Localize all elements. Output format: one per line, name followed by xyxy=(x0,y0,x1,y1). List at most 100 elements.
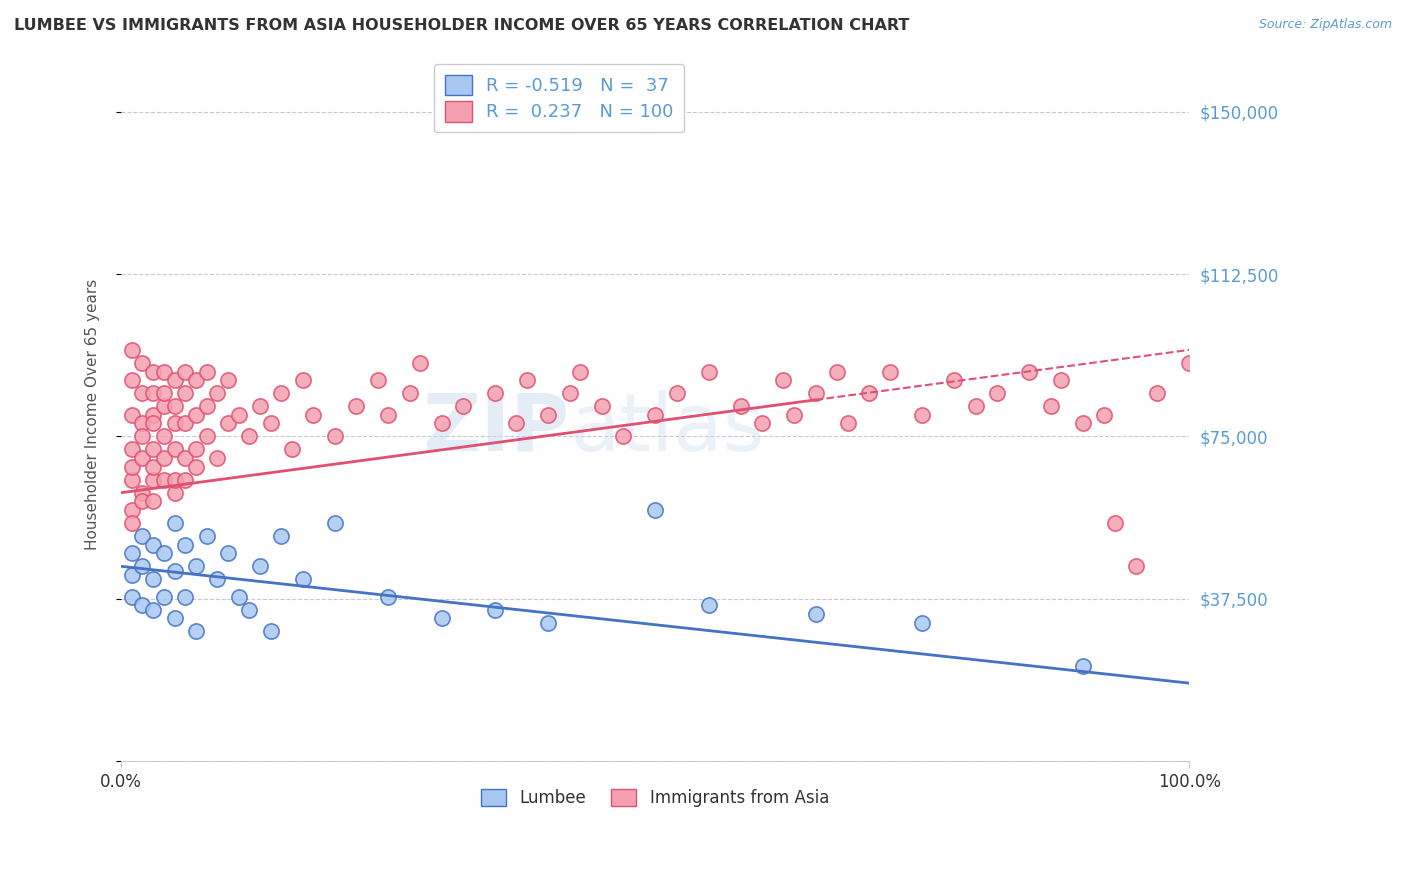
Text: atlas: atlas xyxy=(569,390,765,467)
Point xyxy=(153,546,176,560)
Point xyxy=(249,399,271,413)
Point xyxy=(163,373,186,387)
Point xyxy=(825,364,848,378)
Point xyxy=(163,399,186,413)
Point xyxy=(558,386,581,401)
Point xyxy=(131,599,153,613)
Point xyxy=(291,572,314,586)
Point xyxy=(217,546,239,560)
Point xyxy=(174,451,197,466)
Point xyxy=(323,429,346,443)
Point xyxy=(184,624,207,639)
Point xyxy=(260,624,283,639)
Point xyxy=(430,611,453,625)
Point xyxy=(302,408,325,422)
Point xyxy=(377,408,399,422)
Point xyxy=(1018,364,1040,378)
Point xyxy=(142,442,165,457)
Point xyxy=(1071,658,1094,673)
Point xyxy=(121,442,143,457)
Point xyxy=(142,538,165,552)
Point xyxy=(174,417,197,431)
Point xyxy=(398,386,420,401)
Point xyxy=(195,364,218,378)
Point xyxy=(184,442,207,457)
Point xyxy=(697,364,720,378)
Point xyxy=(153,386,176,401)
Point xyxy=(986,386,1008,401)
Point xyxy=(228,408,250,422)
Point xyxy=(131,417,153,431)
Point xyxy=(612,429,634,443)
Point xyxy=(291,373,314,387)
Point xyxy=(174,364,197,378)
Text: ZIP: ZIP xyxy=(423,390,569,467)
Point xyxy=(943,373,966,387)
Point xyxy=(281,442,304,457)
Point xyxy=(163,564,186,578)
Point xyxy=(153,399,176,413)
Point xyxy=(1178,356,1201,370)
Point xyxy=(174,590,197,604)
Point xyxy=(131,356,153,370)
Point xyxy=(238,429,260,443)
Point xyxy=(1104,516,1126,530)
Point xyxy=(153,364,176,378)
Point xyxy=(121,343,143,357)
Point xyxy=(430,417,453,431)
Point xyxy=(858,386,880,401)
Point xyxy=(516,373,538,387)
Point xyxy=(270,386,292,401)
Point xyxy=(163,417,186,431)
Point xyxy=(163,442,186,457)
Text: LUMBEE VS IMMIGRANTS FROM ASIA HOUSEHOLDER INCOME OVER 65 YEARS CORRELATION CHAR: LUMBEE VS IMMIGRANTS FROM ASIA HOUSEHOLD… xyxy=(14,18,910,33)
Point xyxy=(131,429,153,443)
Point xyxy=(1039,399,1062,413)
Point xyxy=(1071,417,1094,431)
Point xyxy=(537,408,560,422)
Point xyxy=(195,399,218,413)
Point xyxy=(174,473,197,487)
Point xyxy=(207,451,229,466)
Point xyxy=(131,451,153,466)
Point xyxy=(121,503,143,517)
Point xyxy=(804,607,827,621)
Point xyxy=(644,408,666,422)
Point xyxy=(131,529,153,543)
Point xyxy=(131,485,153,500)
Point xyxy=(1125,559,1147,574)
Legend: Lumbee, Immigrants from Asia: Lumbee, Immigrants from Asia xyxy=(472,780,838,815)
Point xyxy=(184,459,207,474)
Point xyxy=(451,399,474,413)
Point xyxy=(772,373,794,387)
Point xyxy=(505,417,527,431)
Point xyxy=(142,494,165,508)
Point xyxy=(142,602,165,616)
Point xyxy=(537,615,560,630)
Point xyxy=(879,364,901,378)
Point xyxy=(142,408,165,422)
Point xyxy=(367,373,389,387)
Point xyxy=(142,459,165,474)
Point xyxy=(377,590,399,604)
Point xyxy=(270,529,292,543)
Point xyxy=(121,473,143,487)
Point xyxy=(911,408,934,422)
Point xyxy=(344,399,367,413)
Point xyxy=(697,599,720,613)
Point xyxy=(238,602,260,616)
Point xyxy=(484,602,506,616)
Point xyxy=(163,485,186,500)
Point xyxy=(153,590,176,604)
Point xyxy=(121,590,143,604)
Point xyxy=(260,417,283,431)
Point xyxy=(804,386,827,401)
Point xyxy=(217,417,239,431)
Point xyxy=(163,516,186,530)
Y-axis label: Householder Income Over 65 years: Householder Income Over 65 years xyxy=(86,279,100,550)
Point xyxy=(484,386,506,401)
Point xyxy=(837,417,859,431)
Text: Source: ZipAtlas.com: Source: ZipAtlas.com xyxy=(1258,18,1392,31)
Point xyxy=(965,399,987,413)
Point xyxy=(163,611,186,625)
